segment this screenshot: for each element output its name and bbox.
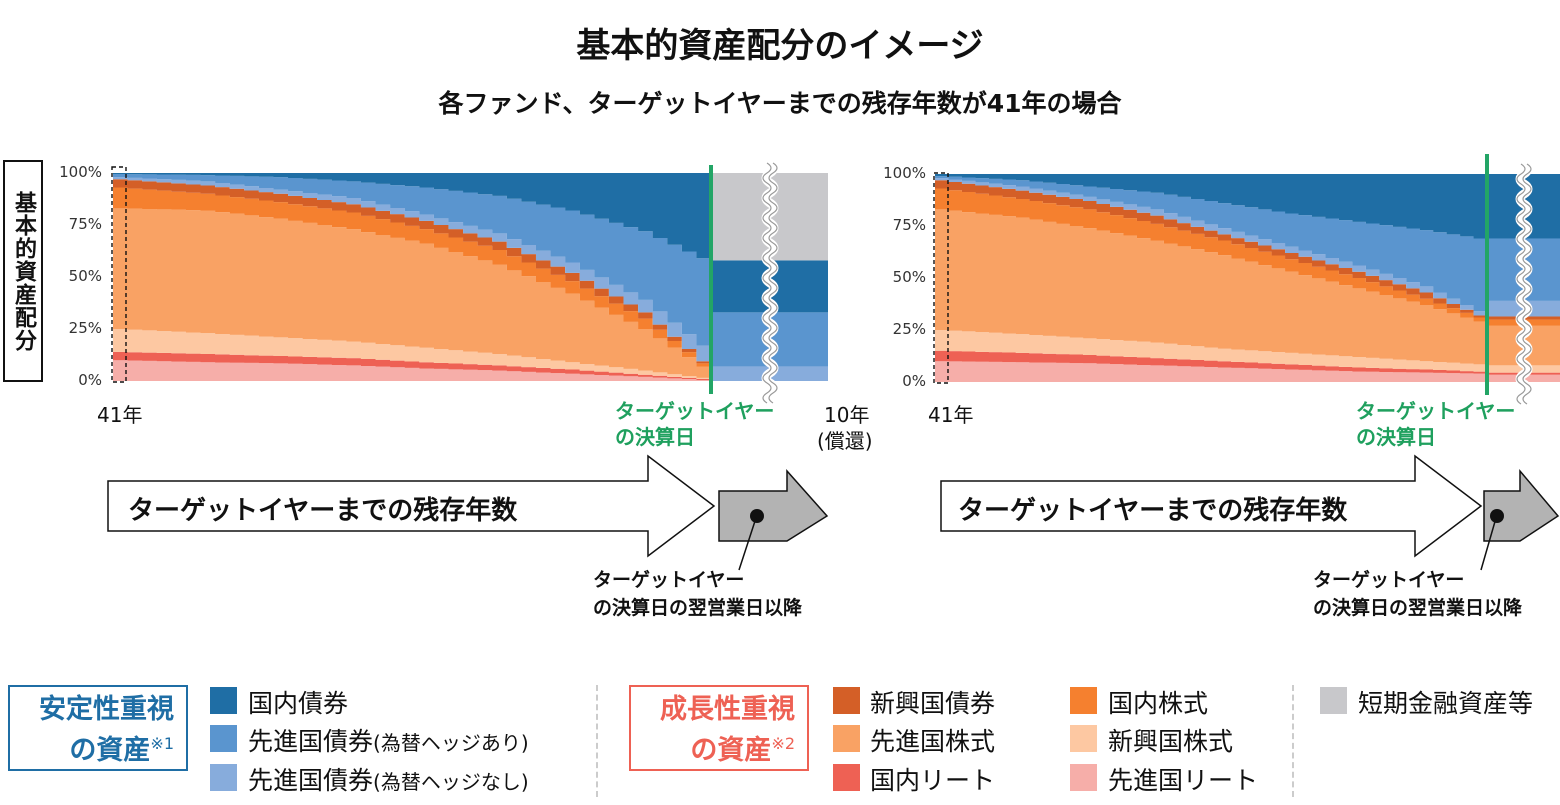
legend-growth-note: ※2 [771,734,795,753]
area-先進国株式 [113,208,711,378]
legend-divider [596,685,598,797]
legend-short-term: 短期金融資産等 [1358,689,1534,718]
post-target-arrow [1483,468,1560,542]
area-国内債券 [113,173,711,259]
legend-swatch-em-equity [1070,725,1097,752]
area-新興国株式 [113,329,711,379]
area-先進国債券為替ヘッジなし [113,177,711,362]
legend-sub: (為替ヘッジなし) [373,770,529,794]
legend-swatch-dev-bond-hedged [210,725,237,752]
axis-break-bg [761,159,779,407]
legend-domestic-reit: 国内リート [870,766,996,795]
ytick-right-75: 75% [892,216,926,234]
area-先進国債券為替ヘッジあり [113,174,711,346]
legend-swatch-em-bond [833,687,860,714]
area-国内リート [113,351,711,380]
legend-swatch-dev-equity [833,725,860,752]
area-先進国リート [935,361,1487,382]
ytick-right-100: 100% [883,164,926,182]
years-remaining-arrow [107,454,716,558]
target-label-right-1: ターゲットイヤー [1356,399,1516,423]
area-新興国株式 [935,330,1487,372]
post-target-arrow [718,469,829,542]
page-title: 基本的資産配分のイメージ [576,26,984,66]
legend-growth-title: 成長性重視 [660,694,795,725]
x-end-left-sub: (償還) [817,429,873,453]
legend-growth-box: 成長性重視 の資産※2 [629,685,809,771]
legend-growth-title-2: の資産 [690,735,772,766]
axis-break-icon [1522,163,1532,405]
target-label-right-2: の決算日 [1356,425,1436,449]
area-先進国リート [113,360,711,381]
ytick-right-50: 50% [892,268,926,286]
ytick-left-25: 25% [68,319,102,337]
start-year-marker [933,172,949,384]
ytick-left-75: 75% [68,215,102,233]
x-end-left: 10年 [824,403,870,427]
legend-text: 国内債券 [248,689,349,718]
axis-break-icon [762,162,772,404]
axis-break-icon [768,162,778,404]
legend-domestic-equity: 国内株式 [1108,689,1209,718]
legend-dev-bond-hedged: 先進国債券(為替ヘッジあり) [248,722,529,758]
legend-stable-title-2: の資産 [69,735,151,766]
target-label-left-1: ターゲットイヤー [615,399,775,423]
ytick-left-100: 100% [59,163,102,181]
legend-dev-bond-unhedged: 先進国債券(為替ヘッジなし) [248,761,529,797]
legend-stable-box: 安定性重視 の資産※1 [8,685,188,771]
x-start-left: 41年 [97,403,143,427]
legend-swatch-domestic-reit [833,764,860,791]
ytick-right-0: 0% [902,372,926,390]
arrow-label-right: ターゲットイヤーまでの残存年数 [958,496,1348,526]
area-国内株式 [113,187,711,367]
ytick-left-50: 50% [68,267,102,285]
leader-line [1480,517,1497,571]
area-国内株式 [935,188,1487,322]
legend-swatch-dev-bond-unhedged [210,764,237,791]
years-remaining-arrow [940,454,1483,558]
subtitle: 各ファンド、ターゲットイヤーまでの残存年数が41年の場合 [438,89,1122,118]
area-国内債券 [935,174,1487,239]
arrow-label-left: ターゲットイヤーまでの残存年数 [128,496,518,526]
legend-em-bond: 新興国債券 [870,689,996,718]
note-right-2: の決算日の翌営業日以降 [1313,597,1523,619]
note-left-1: ターゲットイヤー [593,569,745,591]
ytick-right-25: 25% [892,320,926,338]
legend-sub: (為替ヘッジあり) [373,731,529,755]
y-axis-label: 基本的資産配分 [3,160,43,382]
note-left-2: の決算日の翌営業日以降 [593,597,803,619]
legend-stable-note: ※1 [150,734,174,753]
start-year-marker [111,166,127,383]
legend-dev-reit: 先進国リート [1108,766,1259,795]
target-label-left-2: の決算日 [615,425,695,449]
area-先進国株式 [935,209,1487,365]
legend-text: 先進国債券 [248,766,374,795]
area-国内リート [935,350,1487,374]
legend-divider [1292,685,1294,797]
note-right-1: ターゲットイヤー [1313,569,1465,591]
axis-break-bg [1515,160,1533,408]
legend-swatch-domestic-equity [1070,687,1097,714]
legend-swatch-domestic-bond [210,687,237,714]
legend-domestic-bond: 国内債券 [248,684,348,720]
ytick-left-0: 0% [78,371,102,389]
legend-text: 先進国債券 [248,727,374,756]
legend-em-equity: 新興国株式 [1108,727,1234,756]
legend-stable-title: 安定性重視 [39,694,174,725]
area-先進国債券為替ヘッジあり [935,176,1487,312]
x-start-right: 41年 [928,403,974,427]
marker-dot [750,509,764,523]
legend-dev-equity: 先進国株式 [870,727,996,756]
legend-swatch-short-term [1320,687,1347,714]
legend-swatch-dev-reit [1070,764,1097,791]
leader-line [738,517,757,571]
axis-break-icon [1516,163,1526,405]
area-新興国債券 [935,180,1487,318]
marker-dot [1490,509,1504,523]
